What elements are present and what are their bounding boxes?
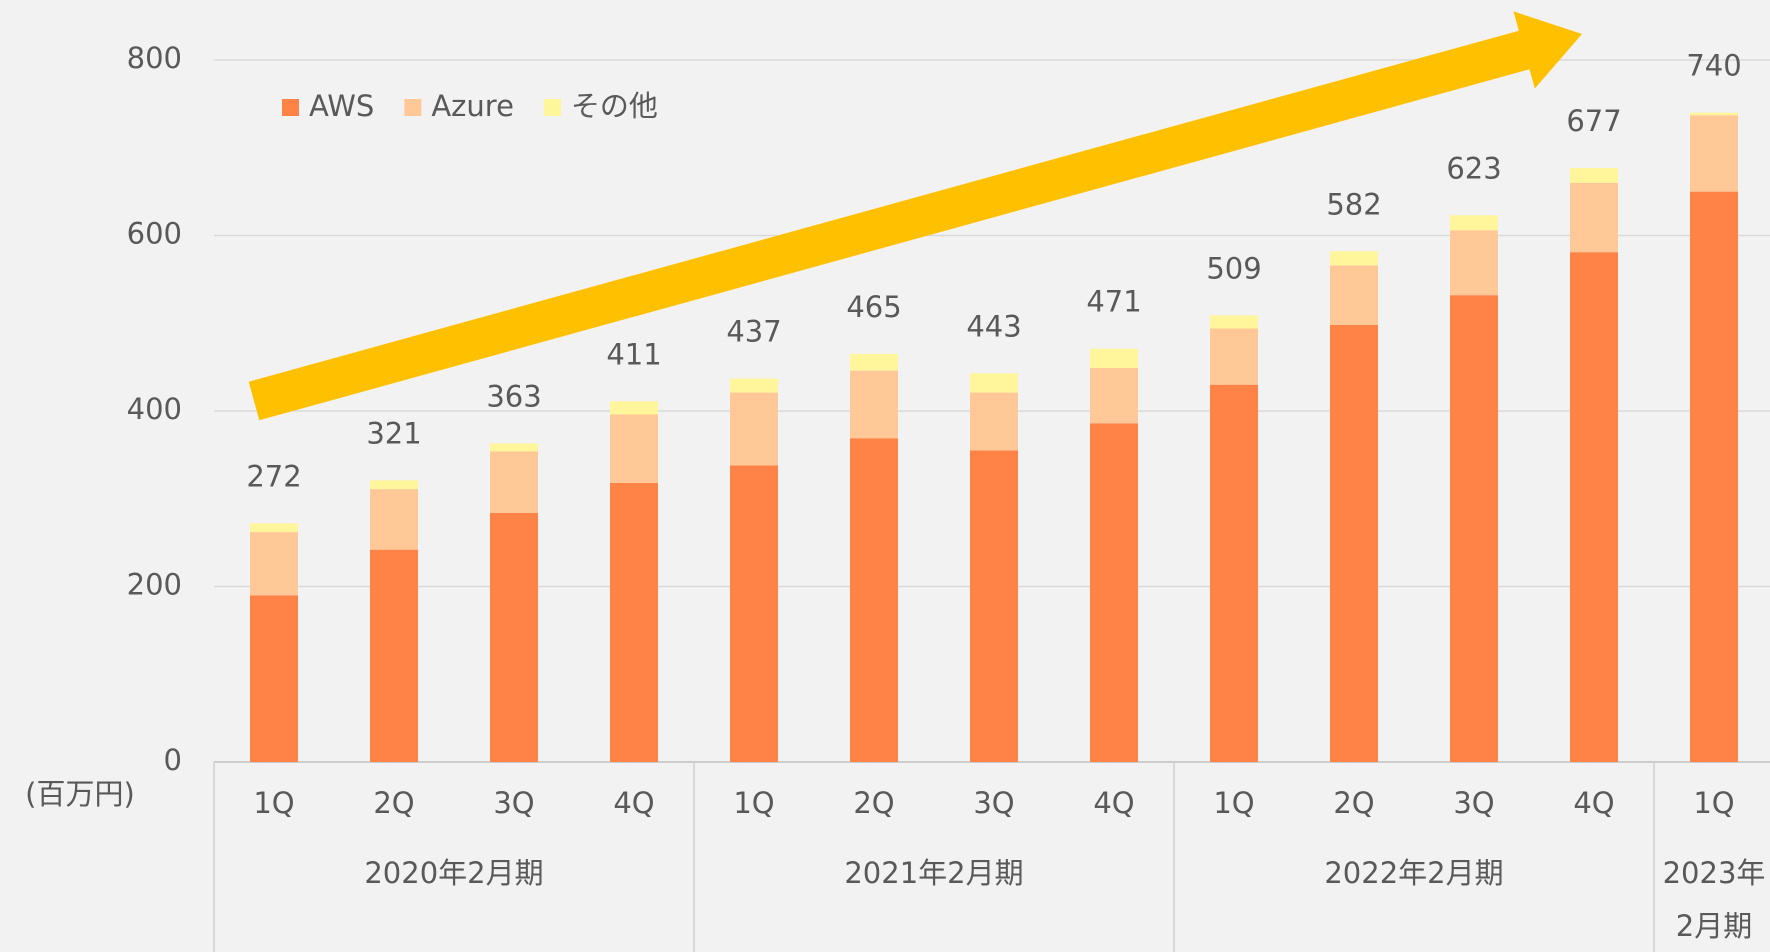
- bar-segment: [730, 392, 778, 466]
- x-tick-label: 1Q: [733, 786, 774, 820]
- bar-segment: [1690, 115, 1738, 192]
- y-unit-label: (百万円): [25, 777, 135, 811]
- bar-segment: [1090, 348, 1138, 369]
- bar-segment: [730, 378, 778, 393]
- bar-segment: [970, 373, 1018, 393]
- total-label: 443: [966, 309, 1021, 343]
- bar-segment: [250, 532, 298, 596]
- bar-segment: [250, 523, 298, 533]
- y-tick-label: 400: [127, 392, 182, 426]
- legend-label: その他: [571, 89, 658, 123]
- bar-segment: [1090, 423, 1138, 762]
- x-tick-label: 2Q: [853, 786, 894, 820]
- group-label: 2022年2月期: [1324, 856, 1503, 890]
- bar-segment: [1570, 252, 1618, 763]
- total-label: 363: [486, 379, 541, 413]
- bar-segment: [370, 480, 418, 490]
- bar-segment: [1210, 315, 1258, 329]
- x-tick-label: 4Q: [1573, 786, 1614, 820]
- bar-segment: [850, 353, 898, 371]
- bar-segment: [970, 450, 1018, 762]
- bar-segment: [1330, 251, 1378, 266]
- group-label: 2023年: [1663, 856, 1766, 890]
- legend-swatch: [404, 99, 422, 116]
- bar-segment: [850, 370, 898, 439]
- bar-segment: [250, 595, 298, 762]
- x-tick-label: 1Q: [253, 786, 294, 820]
- bar-segment: [370, 489, 418, 550]
- y-tick-label: 200: [127, 568, 182, 602]
- total-label: 582: [1326, 187, 1381, 221]
- legend-swatch: [282, 99, 299, 116]
- y-tick-label: 0: [164, 743, 182, 777]
- bar-segment: [850, 438, 898, 762]
- x-tick-label: 1Q: [1693, 786, 1734, 820]
- bar-segment: [490, 451, 538, 513]
- bar-segment: [490, 512, 538, 762]
- x-tick-label: 2Q: [1333, 786, 1374, 820]
- bar-segment: [1210, 384, 1258, 762]
- total-label: 272: [246, 459, 301, 493]
- total-label: 509: [1206, 251, 1261, 285]
- trend-arrow: [248, 11, 1582, 421]
- x-tick-label: 4Q: [613, 786, 654, 820]
- group-label: 2021年2月期: [844, 856, 1023, 890]
- total-label: 740: [1686, 49, 1741, 83]
- y-tick-label: 800: [127, 41, 182, 75]
- x-tick-label: 4Q: [1093, 786, 1134, 820]
- bar-segment: [610, 401, 658, 415]
- x-tick-label: 1Q: [1213, 786, 1254, 820]
- x-tick-label: 3Q: [493, 786, 534, 820]
- legend-label: AWS: [309, 89, 374, 123]
- bar-segment: [1450, 215, 1498, 231]
- total-label: 623: [1446, 151, 1501, 185]
- bar-segment: [1690, 112, 1738, 116]
- y-tick-label: 600: [127, 217, 182, 251]
- bar-segment: [610, 414, 658, 483]
- bar-segment: [610, 482, 658, 762]
- total-label: 471: [1086, 285, 1141, 319]
- x-tick-label: 3Q: [973, 786, 1014, 820]
- bar-segment: [1570, 182, 1618, 253]
- bar-segment: [1570, 167, 1618, 183]
- bar-segment: [370, 549, 418, 762]
- x-tick-label: 3Q: [1453, 786, 1494, 820]
- bar-segment: [1210, 328, 1258, 385]
- total-label: 321: [366, 416, 421, 450]
- bar-segment: [1450, 295, 1498, 762]
- total-label: 465: [846, 290, 901, 324]
- bar-segment: [1330, 265, 1378, 326]
- bar-segment: [490, 443, 538, 452]
- total-label: 437: [726, 315, 781, 349]
- legend-label: Azure: [431, 89, 514, 123]
- bar-segment: [730, 465, 778, 762]
- total-label: 411: [606, 337, 661, 371]
- x-tick-label: 2Q: [373, 786, 414, 820]
- total-label: 677: [1566, 104, 1621, 138]
- bar-segment: [970, 392, 1018, 451]
- group-label: 2020年2月期: [364, 856, 543, 890]
- bar-segment: [1090, 368, 1138, 424]
- legend-swatch: [543, 99, 561, 116]
- bar-segment: [1690, 191, 1738, 762]
- bar-segment: [1450, 230, 1498, 296]
- group-label: 2月期: [1676, 909, 1752, 943]
- bar-segment: [1330, 325, 1378, 762]
